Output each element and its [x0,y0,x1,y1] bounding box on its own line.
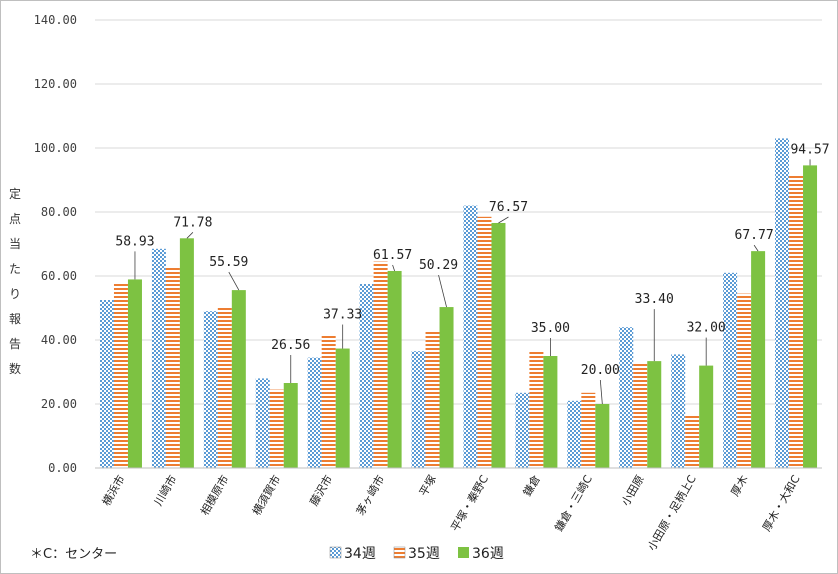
legend-label: 36週 [472,546,504,562]
y-tick-label: 40.00 [41,333,77,347]
bar [595,404,610,468]
bar [633,362,648,468]
bar [307,357,322,468]
bar [255,378,270,468]
bar [647,361,662,468]
legend-swatch [393,546,406,559]
data-label: 94.57 [790,142,829,157]
bar [671,354,686,468]
x-tick-label: 川崎市 [151,473,180,509]
bar [387,270,402,468]
data-label: 61.57 [373,248,412,263]
bar [751,251,766,468]
data-label: 67.77 [735,228,774,243]
y-tick-label: 20.00 [41,397,77,411]
data-label-leader [228,271,240,291]
bar [567,400,582,468]
footnote: ＊C：センター [30,547,118,562]
bar [231,290,246,468]
bar [619,327,634,468]
x-tick-label: 横浜市 [99,473,128,509]
bar [321,335,336,468]
data-label: 20.00 [581,363,620,378]
x-tick-label: 茅ヶ崎市 [353,473,387,518]
bar [359,284,374,468]
data-label: 37.33 [323,308,362,323]
bar [789,175,804,468]
data-label: 32.00 [687,321,726,336]
bar [737,293,752,468]
data-label-leader [438,274,447,308]
bar [723,272,738,468]
data-label: 58.93 [115,234,154,249]
bar [463,205,478,468]
bar [373,261,388,468]
bar [269,389,284,468]
x-tick-label: 相模原市 [197,473,231,518]
data-label-leader [753,244,759,252]
bar [411,351,426,468]
x-tick-label: 平塚・秦野C [448,472,492,534]
y-tick-label: 140.00 [34,13,77,27]
legend-swatch [329,546,342,559]
bar [151,248,166,468]
bar [203,311,218,468]
bar [515,392,530,468]
x-tick-label: 厚木 [728,473,750,499]
bar [477,216,492,468]
x-tick-label: 小田原・足柄上C [645,473,699,553]
bar [685,415,700,468]
bar [425,332,440,468]
bar [179,238,194,468]
data-label: 26.56 [271,338,310,353]
x-tick-label: 鎌倉・三崎C [551,472,595,534]
bar [335,348,350,468]
y-tick-label: 80.00 [41,205,77,219]
x-tick-label: 鎌倉 [520,473,543,499]
bar [283,383,298,468]
bar [113,282,128,468]
x-tick-label: 小田原 [619,473,647,508]
data-label: 76.57 [489,200,528,215]
bar [699,365,714,468]
bar [491,222,506,468]
bar [543,356,558,468]
x-tick-label: 藤沢市 [307,473,336,509]
bar [581,392,596,468]
data-label: 50.29 [419,258,458,273]
x-tick-label: 厚木・大和C [759,472,803,534]
bar [99,300,114,468]
bar [775,138,790,468]
y-tick-label: 60.00 [41,269,77,283]
bar [217,308,232,468]
legend-swatch [458,547,469,558]
bar [803,165,818,468]
data-label: 35.00 [531,321,570,336]
data-label: 33.40 [635,292,674,307]
legend-label: 35週 [408,546,440,562]
bar [439,307,454,468]
data-label-leader [392,264,395,272]
x-tick-label: 平塚 [417,473,439,499]
data-label-leader [599,379,603,405]
y-tick-label: 0.00 [48,461,77,475]
legend-label: 34週 [344,546,376,562]
x-tick-label: 横須賀市 [249,473,283,518]
y-tick-label: 120.00 [34,77,77,91]
y-axis-label: 定点当たり報告数 [8,187,21,376]
data-label-leader [498,216,509,224]
data-label: 55.59 [209,255,248,270]
data-label: 71.78 [173,215,212,230]
y-tick-label: 100.00 [34,141,77,155]
bar [165,268,180,468]
bar [529,351,544,468]
bar [127,279,142,468]
data-label-leader [186,232,194,239]
